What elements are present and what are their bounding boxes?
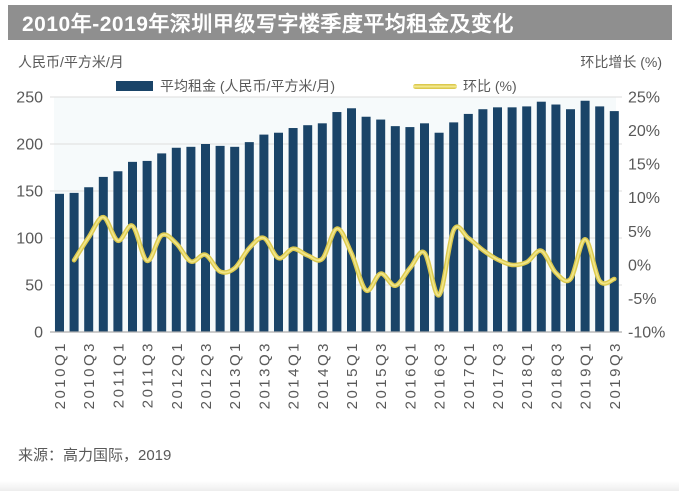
y-axis-right-tick-label: -10% bbox=[628, 325, 665, 342]
legend-item-rent: 平均租金 (人民币/平方米/月) bbox=[116, 76, 335, 96]
rent-bar-2011Q3 bbox=[142, 160, 152, 332]
x-axis-tick-label: 2012Q3 bbox=[198, 341, 215, 409]
rent-bar-2019Q2 bbox=[595, 106, 605, 333]
rent-bar-swatch-icon bbox=[116, 81, 153, 91]
x-axis-tick-label: 2017Q1 bbox=[461, 341, 478, 409]
x-axis-tick-label: 2017Q3 bbox=[490, 341, 507, 409]
rent-bar-2012Q3 bbox=[201, 144, 210, 332]
y-axis-right-tick-label: 5% bbox=[628, 224, 651, 241]
rent-bar-2012Q1 bbox=[171, 147, 181, 332]
rent-bar-2017Q1 bbox=[463, 113, 473, 332]
rent-bar-2014Q4 bbox=[332, 112, 342, 332]
y-axis-right-tick-label: 0% bbox=[628, 257, 651, 274]
x-axis-tick-label: 2014Q3 bbox=[315, 341, 332, 409]
rent-bar-2012Q2 bbox=[186, 146, 196, 332]
y-axis-right-tick-label: 20% bbox=[628, 123, 660, 140]
rent-bar-2018Q3 bbox=[551, 104, 561, 333]
rent-bar-2017Q2 bbox=[478, 109, 488, 332]
x-axis-tick-label: 2014Q1 bbox=[286, 341, 303, 409]
rent-bar-2010Q4 bbox=[98, 176, 108, 332]
rent-bar-2010Q3 bbox=[84, 187, 94, 332]
left-axis-unit-label: 人民币/平方米/月 bbox=[18, 54, 124, 70]
x-axis-tick-label: 2016Q3 bbox=[432, 341, 449, 409]
x-axis-tick-label: 2015Q3 bbox=[373, 341, 390, 409]
source-note: 来源：高力国际，2019 bbox=[18, 447, 172, 464]
chart-legend: 平均租金 (人民币/平方米/月) 环比 (%) bbox=[116, 77, 517, 95]
rent-bar-2014Q3 bbox=[317, 123, 327, 332]
x-axis-tick-label: 2015Q1 bbox=[344, 341, 361, 409]
rent-bar-2013Q2 bbox=[244, 142, 254, 332]
y-axis-right-tick-label: 10% bbox=[628, 190, 660, 207]
x-axis-tick-label: 2019Q1 bbox=[578, 341, 595, 409]
rent-bar-2018Q1 bbox=[522, 106, 532, 333]
rent-bar-2019Q1 bbox=[580, 100, 590, 332]
rent-bar-2016Q1 bbox=[405, 127, 415, 332]
legend-rent-label: 平均租金 (人民币/平方米/月) bbox=[160, 78, 335, 94]
chart-title-bar: 2010年-2019年深圳甲级写字楼季度平均租金及变化 bbox=[8, 5, 672, 40]
x-axis-tick-label: 2018Q1 bbox=[519, 341, 536, 409]
x-axis-tick-label: 2016Q1 bbox=[402, 341, 419, 409]
rent-bar-2013Q1 bbox=[230, 146, 240, 332]
rent-bar-2012Q4 bbox=[215, 145, 225, 332]
rent-bar-2011Q4 bbox=[157, 153, 167, 332]
chart-title: 2010年-2019年深圳甲级写字楼季度平均租金及变化 bbox=[22, 12, 514, 36]
x-axis-tick-label: 2010Q1 bbox=[52, 341, 69, 409]
y-axis-left-tick-label: 250 bbox=[16, 90, 43, 107]
legend-item-qoq: 环比 (%) bbox=[413, 76, 517, 96]
x-axis-tick-label: 2013Q1 bbox=[227, 341, 244, 409]
rent-bar-2019Q3 bbox=[609, 111, 619, 332]
x-axis-tick-label: 2012Q1 bbox=[169, 341, 186, 409]
rent-bar-2010Q1 bbox=[55, 193, 64, 332]
x-axis-tick-label: 2011Q3 bbox=[140, 341, 157, 408]
y-axis-left-tick-label: 0 bbox=[34, 325, 43, 342]
x-axis-tick-label: 2010Q3 bbox=[81, 341, 98, 409]
legend-qoq-label: 环比 (%) bbox=[463, 78, 517, 94]
x-axis-tick-label: 2013Q3 bbox=[256, 341, 273, 409]
y-axis-right-tick-label: -5% bbox=[628, 291, 656, 308]
rent-bar-2016Q2 bbox=[420, 123, 429, 332]
y-axis-right-tick-label: 25% bbox=[628, 90, 660, 107]
y-axis-right-tick-label: 15% bbox=[628, 157, 660, 174]
rent-bar-2015Q3 bbox=[376, 119, 386, 332]
rent-bar-2014Q1 bbox=[288, 128, 298, 332]
rent-bar-2015Q1 bbox=[347, 108, 356, 332]
right-axis-unit-label: 环比增长 (%) bbox=[580, 54, 662, 70]
rent-bar-2015Q4 bbox=[390, 126, 400, 332]
y-axis-left-tick-label: 100 bbox=[16, 231, 43, 248]
qoq-line-highlight bbox=[73, 216, 616, 297]
rent-bar-2016Q3 bbox=[434, 132, 444, 332]
rent-bar-2018Q2 bbox=[536, 101, 546, 332]
rent-bar-2015Q2 bbox=[361, 116, 371, 333]
rent-bar-2017Q4 bbox=[507, 107, 517, 332]
x-axis-tick-label: 2011Q1 bbox=[110, 341, 127, 408]
x-axis-tick-label: 2019Q3 bbox=[607, 341, 624, 409]
x-axis-tick-label: 2018Q3 bbox=[548, 341, 565, 409]
rent-bar-2013Q3 bbox=[259, 134, 269, 332]
qoq-line-swatch-icon bbox=[413, 83, 457, 89]
y-axis-left-tick-label: 150 bbox=[16, 184, 43, 201]
rent-bar-2011Q1 bbox=[113, 171, 123, 332]
rent-bar-2013Q4 bbox=[274, 132, 283, 332]
y-axis-left-tick-label: 200 bbox=[16, 137, 43, 154]
rent-bar-2018Q4 bbox=[566, 109, 575, 332]
rent-bar-2014Q2 bbox=[303, 125, 313, 332]
rent-bar-2017Q3 bbox=[493, 107, 502, 332]
y-axis-left-tick-label: 50 bbox=[25, 278, 43, 295]
rent-bar-2011Q2 bbox=[128, 161, 137, 332]
